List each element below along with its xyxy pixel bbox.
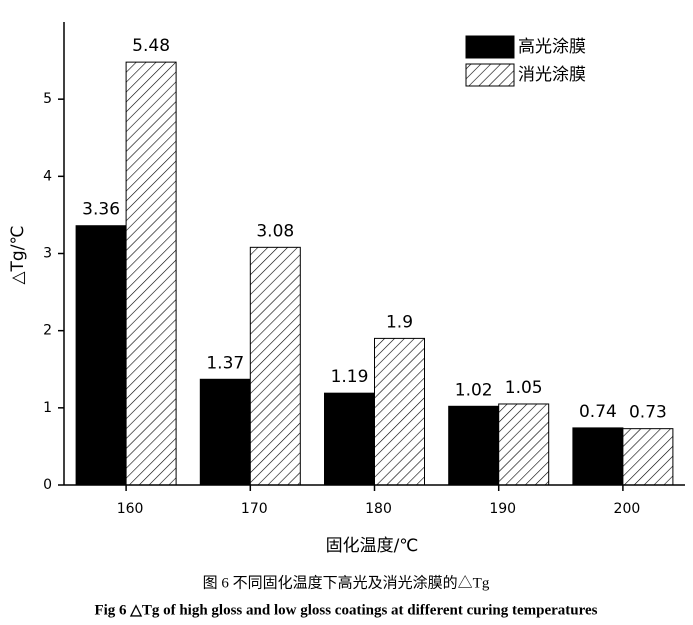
legend-swatch (465, 35, 515, 59)
y-tick-label: 2 (43, 323, 52, 339)
bar (75, 225, 127, 486)
x-axis-label: 固化温度/℃ (326, 536, 419, 556)
value-label: 1.02 (455, 380, 493, 400)
bar (199, 378, 251, 486)
legend-label: 消光涂膜 (518, 65, 586, 85)
bar (498, 403, 550, 486)
x-tick-label: 200 (614, 501, 641, 517)
legend-label: 高光涂膜 (518, 37, 586, 57)
value-label: 1.9 (386, 312, 413, 332)
y-tick-label: 0 (43, 477, 52, 493)
bar (125, 61, 177, 486)
bar (448, 405, 500, 486)
y-tick-label: 1 (43, 400, 52, 416)
value-label: 1.19 (331, 367, 369, 387)
bar (374, 337, 425, 486)
caption-zh: 图 6 不同固化温度下高光及消光涂膜的△Tg (203, 574, 490, 591)
y-tick-label: 3 (43, 246, 52, 262)
value-label: 3.08 (256, 221, 294, 241)
y-tick-label: 5 (43, 91, 52, 107)
value-label: 1.05 (505, 378, 543, 398)
bar (249, 246, 301, 486)
x-tick-label: 170 (241, 501, 268, 517)
bar (572, 427, 624, 486)
value-label: 0.74 (579, 402, 617, 422)
x-tick-label: 180 (365, 501, 392, 517)
value-label: 3.36 (82, 200, 120, 220)
bar (324, 392, 375, 486)
value-label: 0.73 (629, 403, 667, 423)
caption-en: Fig 6 △Tg of high gloss and low gloss co… (94, 602, 597, 618)
y-tick-label: 4 (43, 168, 52, 184)
y-axis-label: △Tg/℃ (8, 225, 28, 284)
value-label: 5.48 (132, 36, 170, 56)
bar (622, 428, 674, 486)
value-label: 1.37 (206, 353, 244, 373)
x-tick-label: 190 (489, 501, 516, 517)
legend-swatch (465, 63, 515, 87)
x-tick-label: 160 (117, 501, 144, 517)
